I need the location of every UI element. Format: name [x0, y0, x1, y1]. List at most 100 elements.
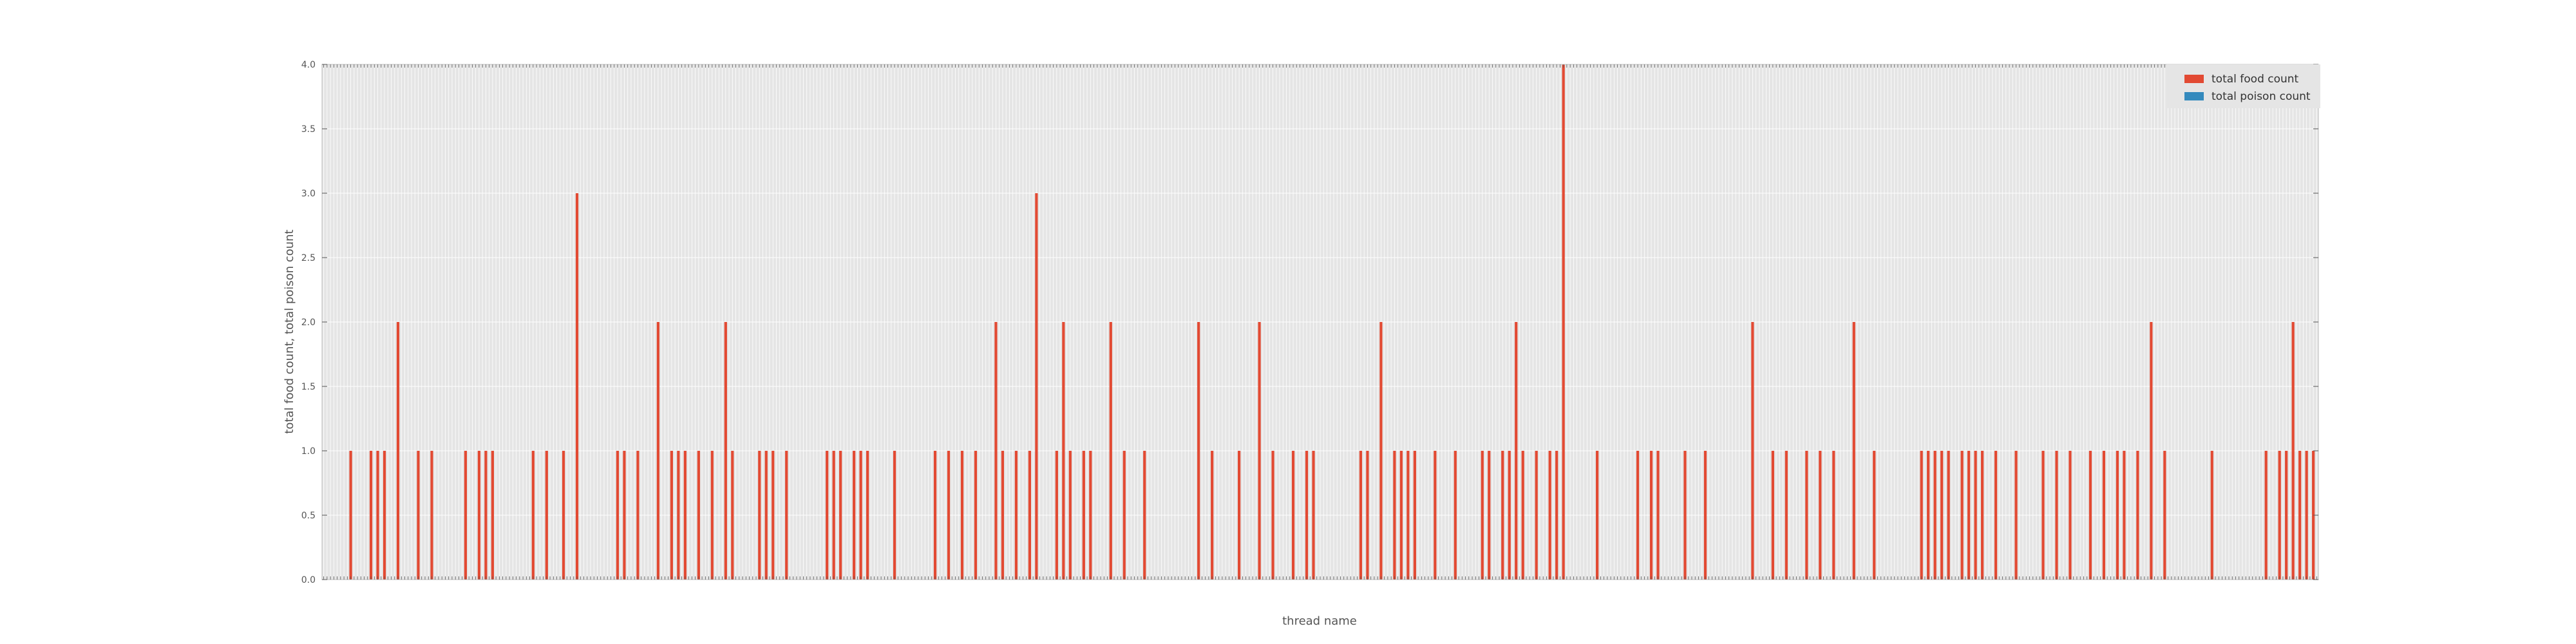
legend-label-total-food-count: total food count: [2211, 73, 2299, 86]
bar-total-food-count: [2055, 451, 2058, 580]
bar-total-food-count: [677, 451, 680, 580]
bar-total-food-count: [1649, 451, 1653, 580]
bar-total-food-count: [1852, 322, 1855, 580]
bar-total-food-count: [1291, 451, 1295, 580]
y-tick-label: 2.5: [301, 253, 316, 263]
bar-total-food-count: [710, 451, 714, 580]
bar-total-food-count: [2298, 451, 2302, 580]
bar-total-food-count: [464, 451, 468, 580]
bar-total-food-count: [1359, 451, 1363, 580]
bar-total-food-count: [1805, 451, 1808, 580]
bar-total-food-count: [764, 451, 768, 580]
bar-total-food-count: [1920, 451, 1923, 580]
bar-total-food-count: [731, 451, 734, 580]
y-axis-label: total food count, total poison count: [283, 229, 296, 433]
bar-total-food-count: [1238, 451, 1241, 580]
bar-total-food-count: [616, 451, 620, 580]
bar-total-food-count: [785, 451, 788, 580]
bar-total-food-count: [960, 451, 964, 580]
bar-total-food-count: [1596, 451, 1599, 580]
bar-total-food-count: [477, 451, 481, 580]
bar-total-food-count: [2014, 451, 2018, 580]
bar-total-food-count: [1062, 322, 1065, 580]
bar-total-food-count: [2088, 451, 2092, 580]
bar-total-food-count: [758, 451, 761, 580]
bar-total-food-count: [1994, 451, 1998, 580]
y-tick-label: 3.0: [301, 189, 316, 199]
bar-total-food-count: [2136, 451, 2139, 580]
bar-total-food-count: [1927, 451, 1930, 580]
bar-total-food-count: [933, 451, 937, 580]
bar-total-food-count: [484, 451, 488, 580]
legend-label-total-poison-count: total poison count: [2211, 90, 2311, 103]
bar-total-food-count: [1521, 451, 1524, 580]
bar-total-food-count: [1082, 451, 1085, 580]
bar-total-food-count: [974, 451, 978, 580]
bar-total-food-count: [1771, 451, 1774, 580]
bar-total-food-count: [1434, 451, 1437, 580]
bar-total-food-count: [430, 451, 433, 580]
bar-total-food-count: [1562, 64, 1565, 580]
bar-total-food-count: [396, 322, 400, 580]
bar-total-food-count: [1488, 451, 1491, 580]
bar-total-food-count: [724, 322, 727, 580]
bar-total-food-count: [2285, 451, 2288, 580]
bar-total-food-count: [1068, 451, 1072, 580]
bar-total-food-count: [697, 451, 700, 580]
bar-total-food-count: [866, 451, 869, 580]
bar-total-food-count: [1785, 451, 1788, 580]
y-tick-label: 0.5: [301, 511, 316, 521]
bar-total-food-count: [832, 451, 835, 580]
bar-total-food-count: [1947, 451, 1950, 580]
bars: [349, 64, 2315, 580]
bar-total-food-count: [1366, 451, 1369, 580]
bar-total-food-count: [383, 451, 386, 580]
bar-total-food-count: [2210, 451, 2213, 580]
grid-lines: [322, 64, 2318, 580]
bar-total-food-count: [1515, 322, 1518, 580]
bar-total-food-count: [670, 451, 673, 580]
bar-total-food-count: [859, 451, 862, 580]
y-tick-label: 3.5: [301, 124, 316, 135]
bar-total-food-count: [893, 451, 896, 580]
bar-total-food-count: [826, 451, 829, 580]
bar-total-food-count: [2116, 451, 2119, 580]
bar-total-food-count: [1035, 193, 1038, 580]
bar-total-food-count: [2305, 451, 2308, 580]
bar-total-food-count: [1960, 451, 1964, 580]
bar-total-food-count: [1980, 451, 1984, 580]
bar-total-food-count: [1751, 322, 1754, 580]
bar-total-food-count: [1089, 451, 1092, 580]
bar-total-food-count: [1055, 451, 1058, 580]
bar-total-food-count: [1122, 451, 1126, 580]
bar-total-food-count: [1312, 451, 1315, 580]
bar-total-food-count: [1832, 451, 1835, 580]
bar-total-food-count: [2264, 451, 2268, 580]
bar-total-food-count: [636, 451, 639, 580]
bar-total-food-count: [2163, 451, 2166, 580]
bar-total-food-count: [1873, 451, 1876, 580]
bar-total-food-count: [1258, 322, 1261, 580]
bar-total-food-count: [1933, 451, 1937, 580]
bar-total-food-count: [772, 451, 775, 580]
y-tick-label: 1.0: [301, 446, 316, 457]
bar-total-food-count: [853, 451, 856, 580]
y-tick-label: 2.0: [301, 317, 316, 328]
bar-total-food-count: [545, 451, 548, 580]
bar-total-food-count: [1379, 322, 1383, 580]
bar-total-food-count: [1967, 451, 1971, 580]
bar-total-food-count: [2291, 322, 2295, 580]
bar-total-food-count: [1656, 451, 1660, 580]
bar-total-food-count: [623, 451, 626, 580]
bar-total-food-count: [349, 451, 352, 580]
x-axis-label: thread name: [1282, 614, 1357, 628]
bar-total-food-count: [2123, 451, 2126, 580]
legend: total food count total poison count: [2166, 64, 2320, 108]
bar-total-food-count: [531, 451, 535, 580]
bar-total-food-count: [1454, 451, 1457, 580]
bar-total-food-count: [562, 451, 565, 580]
bar-total-food-count: [994, 322, 998, 580]
bar-total-food-count: [1413, 451, 1416, 580]
bar-total-food-count: [1683, 451, 1687, 580]
